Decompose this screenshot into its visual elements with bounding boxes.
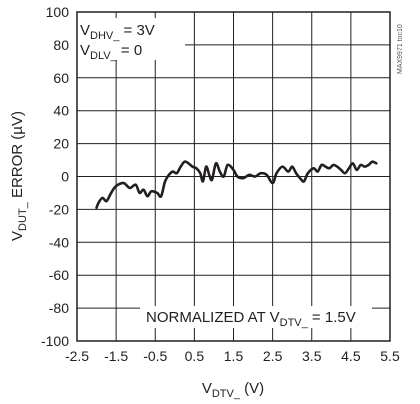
y-tick-label: 100	[46, 4, 70, 20]
x-tick-label: 4.5	[341, 348, 361, 364]
x-axis-title: VDTV_ (V)	[202, 380, 264, 400]
x-axis-ticks: -2.5 -1.5 -0.5 0.5 1.5 2.5 3.5 4.5 5.5	[65, 348, 400, 364]
y-tick-label: -100	[41, 333, 69, 349]
watermark: MAX9971 toc10	[397, 24, 404, 74]
annotation-box	[140, 306, 372, 328]
y-tick-label: -40	[49, 234, 69, 250]
y-tick-label: -20	[49, 201, 69, 217]
annotation-text: NORMALIZED AT VDTV_ = 1.5V	[146, 309, 356, 329]
y-tick-label: 20	[53, 136, 69, 152]
legend-line-1: VDHV_ = 3V	[80, 22, 155, 42]
grid	[77, 12, 390, 341]
y-axis-title: VDUT_ ERROR (µV)	[9, 111, 29, 241]
y-tick-label: -80	[49, 300, 69, 316]
x-tick-label: -2.5	[65, 348, 89, 364]
y-tick-label: -60	[49, 267, 69, 283]
x-tick-label: 0.5	[185, 348, 205, 364]
legend-box	[77, 18, 185, 60]
plot-frame	[76, 11, 391, 342]
x-tick-label: 5.5	[380, 348, 400, 364]
y-tick-label: 40	[53, 103, 69, 119]
x-tick-label: 1.5	[224, 348, 244, 364]
series-layer	[95, 160, 378, 210]
annotation: NORMALIZED AT VDTV_ = 1.5V	[140, 306, 372, 329]
x-tick-label: 2.5	[263, 348, 283, 364]
x-tick-label: -0.5	[143, 348, 167, 364]
legend: VDHV_ = 3V VDLV_ = 0	[77, 18, 185, 62]
series-line-0	[95, 160, 378, 210]
y-tick-label: 60	[53, 70, 69, 86]
y-tick-label: 0	[61, 169, 69, 185]
y-axis-ticks: 100 80 60 40 20 0 -20 -40 -60 -80 -100	[41, 4, 69, 349]
legend-line-2: VDLV_ = 0	[80, 42, 142, 62]
x-tick-label: 3.5	[302, 348, 322, 364]
x-tick-label: -1.5	[104, 348, 128, 364]
y-tick-label: 80	[53, 37, 69, 53]
